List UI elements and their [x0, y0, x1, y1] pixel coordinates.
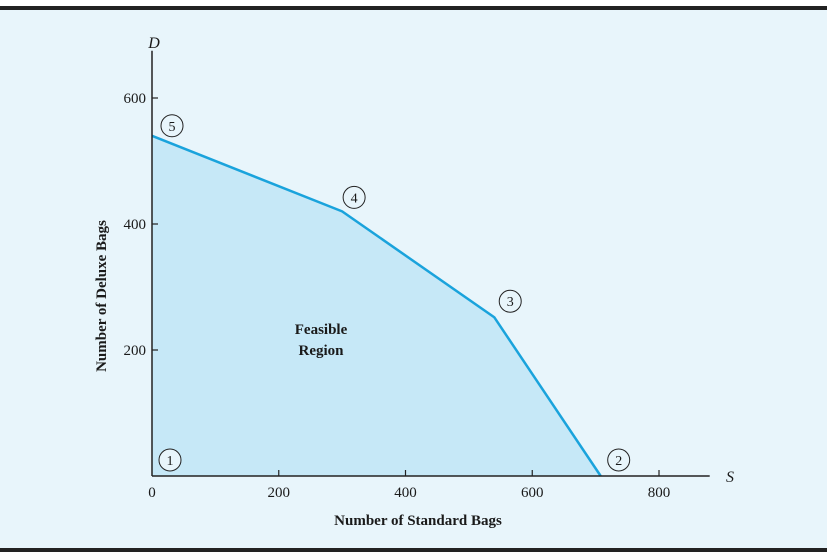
feasible-region — [152, 135, 601, 477]
x-axis-ticks: 0 200 400 600 800 — [148, 470, 670, 501]
x-axis-variable: S — [726, 469, 734, 486]
vertex-label-2: 2 — [615, 454, 622, 469]
y-tick-label: 200 — [124, 343, 147, 359]
x-tick-label: 0 — [148, 485, 156, 501]
x-tick-label: 200 — [268, 485, 291, 501]
vertex-label-1: 1 — [167, 454, 174, 469]
region-label-line-2: Region — [299, 343, 345, 359]
top-frame-line — [0, 6, 827, 10]
y-axis-ticks: 200 400 600 — [124, 91, 158, 359]
vertex-markers: 1 2 3 4 5 — [158, 114, 631, 472]
y-axis-title: Number of Deluxe Bags — [94, 220, 110, 372]
vertex-marker-5 — [160, 114, 184, 138]
region-label-line-1: Feasible — [295, 322, 348, 338]
vertex-marker-4 — [342, 185, 366, 209]
vertex-label-5: 5 — [169, 120, 176, 135]
bottom-frame-line — [0, 548, 827, 552]
x-tick-label: 400 — [394, 485, 417, 501]
y-tick-label: 400 — [124, 217, 147, 233]
y-axis-variable: D — [147, 35, 160, 52]
vertex-marker-3 — [498, 289, 522, 313]
y-tick-label: 600 — [124, 91, 147, 107]
x-tick-label: 800 — [648, 485, 671, 501]
vertex-marker-2 — [607, 448, 631, 472]
vertex-marker-1 — [158, 448, 182, 472]
vertex-label-3: 3 — [507, 295, 514, 310]
constraint-boundary — [151, 134, 602, 477]
vertex-label-4: 4 — [351, 191, 358, 206]
x-axis-title: Number of Standard Bags — [334, 513, 502, 529]
x-tick-label: 600 — [521, 485, 544, 501]
